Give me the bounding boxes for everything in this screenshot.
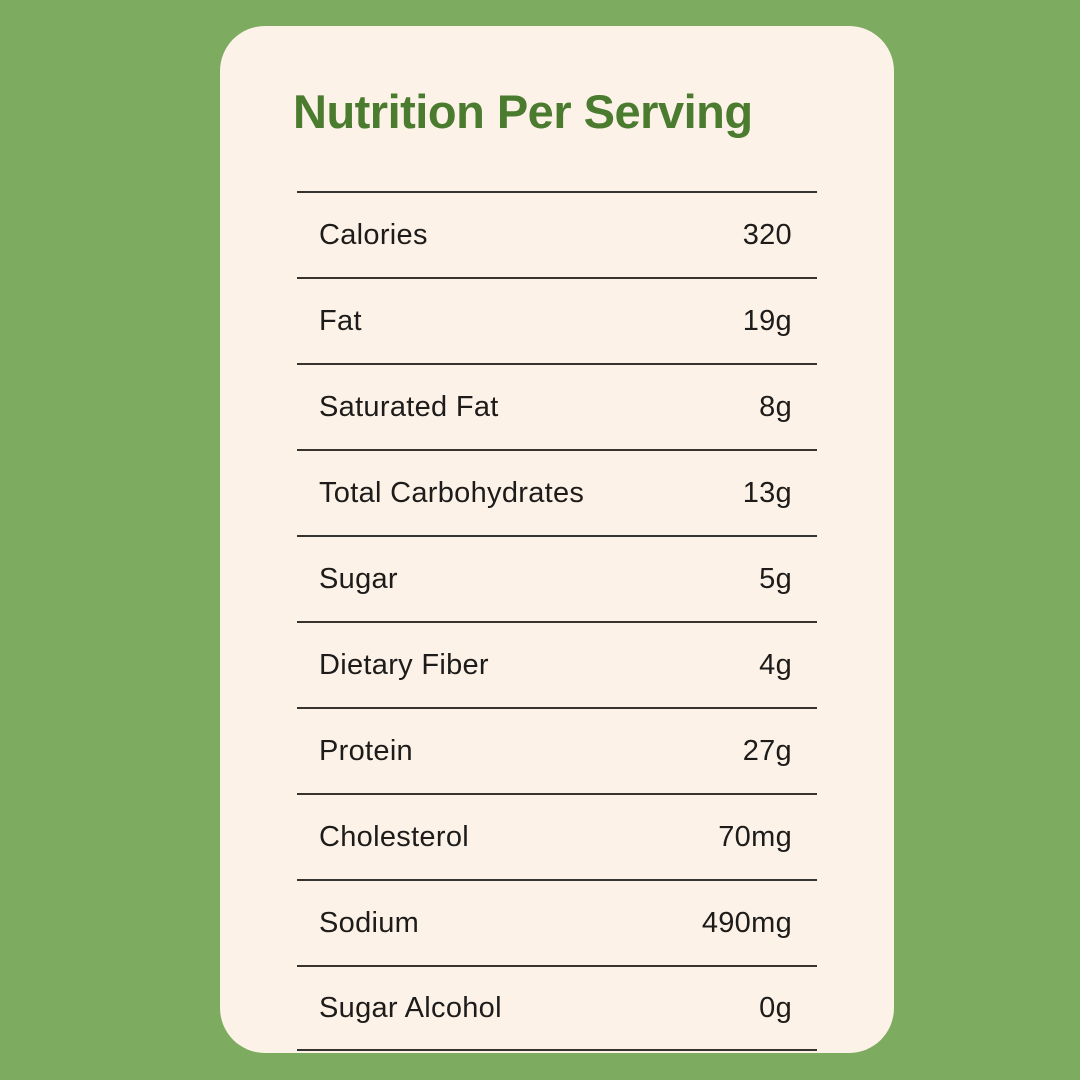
nutrient-value: 70mg bbox=[718, 820, 792, 853]
table-row-fat: Fat 19g bbox=[297, 277, 817, 363]
table-row-cholesterol: Cholesterol 70mg bbox=[297, 793, 817, 879]
table-row-sugar-alcohol: Sugar Alcohol 0g bbox=[297, 965, 817, 1051]
nutrient-label: Dietary Fiber bbox=[319, 648, 489, 681]
table-row-total-carbohydrates: Total Carbohydrates 13g bbox=[297, 449, 817, 535]
table-row-sugar: Sugar 5g bbox=[297, 535, 817, 621]
nutrient-value: 13g bbox=[742, 476, 792, 509]
page-title: Nutrition Per Serving bbox=[293, 85, 753, 138]
nutrient-value: 0g bbox=[759, 991, 792, 1024]
nutrient-label: Protein bbox=[319, 734, 413, 767]
nutrient-value: 8g bbox=[759, 390, 792, 423]
nutrient-label: Sugar Alcohol bbox=[319, 991, 502, 1024]
nutrient-label: Fat bbox=[319, 304, 362, 337]
table-row-dietary-fiber: Dietary Fiber 4g bbox=[297, 621, 817, 707]
nutrient-value: 4g bbox=[759, 648, 792, 681]
nutrient-value: 320 bbox=[742, 218, 792, 251]
nutrient-label: Sugar bbox=[319, 562, 398, 595]
nutrient-label: Total Carbohydrates bbox=[319, 476, 585, 509]
nutrient-value: 19g bbox=[742, 304, 792, 337]
nutrient-label: Calories bbox=[319, 218, 428, 251]
nutrition-table: Calories 320 Fat 19g Saturated Fat 8g To… bbox=[297, 191, 817, 1051]
nutrient-value: 490mg bbox=[701, 906, 792, 939]
table-row-sodium: Sodium 490mg bbox=[297, 879, 817, 965]
table-row-calories: Calories 320 bbox=[297, 191, 817, 277]
nutrition-card: Nutrition Per Serving Calories 320 Fat 1… bbox=[220, 26, 894, 1053]
nutrient-label: Sodium bbox=[319, 906, 420, 939]
nutrient-value: 27g bbox=[742, 734, 792, 767]
nutrient-label: Saturated Fat bbox=[319, 390, 499, 423]
table-row-protein: Protein 27g bbox=[297, 707, 817, 793]
nutrient-value: 5g bbox=[759, 562, 792, 595]
nutrient-label: Cholesterol bbox=[319, 820, 469, 853]
table-row-saturated-fat: Saturated Fat 8g bbox=[297, 363, 817, 449]
